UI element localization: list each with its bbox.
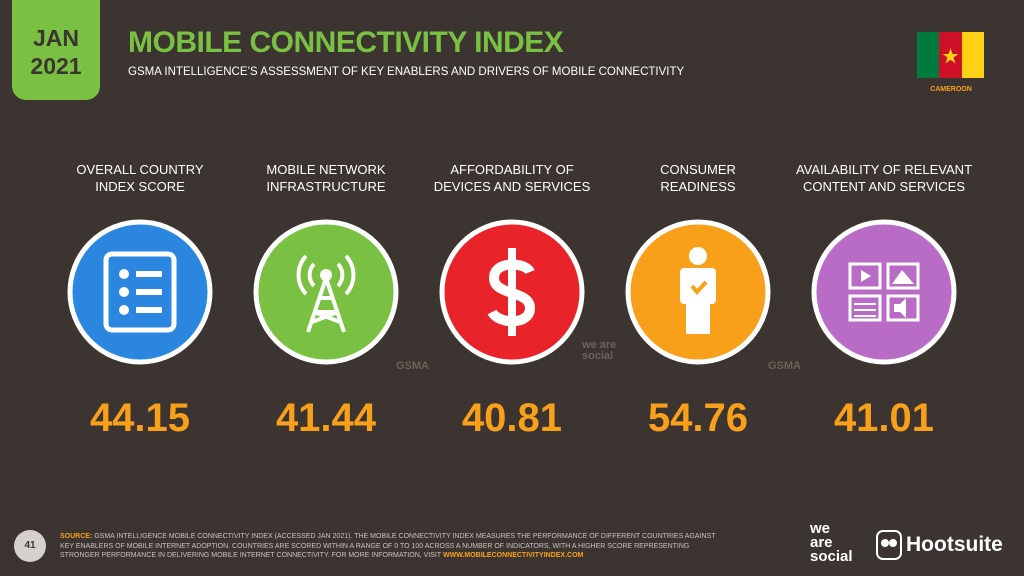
brand-word: we [810, 520, 831, 537]
indicator-label: OVERALL COUNTRY INDEX SCORE [50, 161, 230, 195]
indicator-label: AFFORDABILITY OF DEVICES AND SERVICES [422, 161, 602, 195]
label-line: CONSUMER [660, 162, 736, 177]
indicator-icon [625, 219, 771, 365]
watermark: GSMA [768, 360, 801, 372]
brand-word: are [810, 534, 833, 551]
indicator-value: 41.01 [833, 396, 935, 440]
source-line: STRONGER PERFORMANCE IN DELIVERING MOBIL… [60, 551, 716, 561]
flag [917, 32, 984, 78]
source-text: KEY ENABLERS OF MOBILE INTERNET ADOPTION… [60, 542, 690, 550]
watermark: we are social [582, 339, 617, 362]
indicator-value: 44.15 [89, 396, 191, 440]
label-line: READINESS [660, 179, 736, 194]
page-number: 41 [14, 530, 46, 562]
brand-word: social [810, 548, 853, 565]
indicator-label: MOBILE NETWORK INFRASTRUCTURE [236, 161, 416, 195]
owl-icon [876, 530, 902, 560]
indicator-icon [67, 219, 213, 365]
indicator-label: CONSUMER READINESS [608, 161, 788, 195]
brand-logo: Hootsuite [906, 533, 1003, 556]
date-year: 2021 [30, 53, 82, 79]
title: MOBILE CONNECTIVITY INDEX [128, 26, 564, 59]
label-line: OVERALL COUNTRY [76, 162, 204, 177]
brand-logo: we are social [810, 520, 853, 565]
label-line: MOBILE NETWORK [266, 162, 386, 177]
indicator-value: 40.81 [461, 396, 563, 440]
country: CAMEROON [930, 86, 972, 93]
label-line: INFRASTRUCTURE [266, 179, 386, 194]
subtitle: GSMA INTELLIGENCE’S ASSESSMENT OF KEY EN… [128, 66, 685, 78]
indicator-icon [811, 219, 957, 365]
source-text: GSMA INTELLIGENCE MOBILE CONNECTIVITY IN… [94, 533, 716, 540]
indicator-value: 54.76 [647, 396, 749, 440]
indicator-value: 41.44 [275, 396, 377, 440]
label-line: AVAILABILITY OF RELEVANT [795, 162, 973, 177]
source: SOURCE: GSMA INTELLIGENCE MOBILE CONNECT… [60, 532, 716, 561]
label-line: CONTENT AND SERVICES [802, 179, 966, 194]
label-line: INDEX SCORE [95, 179, 185, 194]
source-text: STRONGER PERFORMANCE IN DELIVERING MOBIL… [60, 552, 442, 559]
indicator-label: AVAILABILITY OF RELEVANT CONTENT AND SERV… [794, 161, 974, 195]
date-month: JAN [32, 25, 79, 51]
source-link[interactable]: WWW.MOBILECONNECTIVITYINDEX.COM [442, 552, 584, 559]
label-line: DEVICES AND SERVICES [433, 179, 591, 194]
indicator-icon [439, 219, 585, 365]
indicator-icon [253, 219, 399, 365]
watermark: GSMA [396, 360, 429, 372]
label-line: AFFORDABILITY OF [450, 162, 574, 177]
source-label: SOURCE: [60, 533, 93, 540]
source-line: SOURCE: GSMA INTELLIGENCE MOBILE CONNECT… [60, 532, 716, 542]
date-tab: JAN 2021 [12, 0, 100, 100]
